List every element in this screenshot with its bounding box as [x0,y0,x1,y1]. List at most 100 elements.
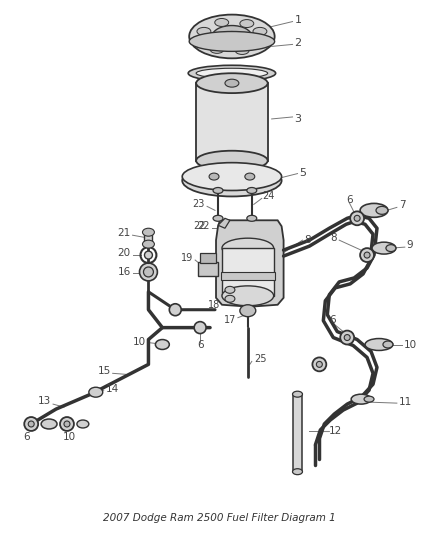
Text: 18: 18 [208,300,220,310]
Ellipse shape [41,419,57,429]
Text: 6: 6 [346,196,353,205]
Ellipse shape [77,420,89,428]
Text: 22: 22 [198,221,210,231]
Circle shape [364,252,370,258]
Text: 23: 23 [193,199,205,209]
Text: 8: 8 [331,233,337,243]
Ellipse shape [212,26,252,47]
Bar [145,232,152,244]
Ellipse shape [140,263,157,281]
Ellipse shape [351,394,371,404]
Circle shape [145,251,152,259]
Circle shape [344,335,350,341]
Text: 3: 3 [294,114,301,124]
Ellipse shape [222,286,274,306]
Ellipse shape [213,215,223,221]
Ellipse shape [235,46,249,54]
Ellipse shape [210,45,224,53]
Circle shape [312,358,326,372]
Circle shape [354,215,360,221]
Ellipse shape [189,14,275,58]
Circle shape [340,330,354,344]
Text: 7: 7 [399,200,406,211]
Ellipse shape [225,79,239,87]
Text: 14: 14 [106,384,119,394]
Text: 2007 Dodge Ram 2500 Fuel Filter Diagram 1: 2007 Dodge Ram 2500 Fuel Filter Diagram … [102,513,336,523]
Text: 20: 20 [117,248,131,258]
Bar [221,272,275,280]
Text: 10: 10 [404,340,417,350]
Ellipse shape [386,245,396,252]
Ellipse shape [247,215,257,221]
Ellipse shape [253,38,267,45]
Text: 5: 5 [300,167,307,177]
Polygon shape [218,219,230,228]
Text: 11: 11 [399,397,412,407]
Ellipse shape [89,387,103,397]
Text: 12: 12 [329,426,343,436]
Ellipse shape [245,173,255,180]
Circle shape [350,212,364,225]
Bar [293,394,303,472]
Polygon shape [216,220,283,307]
Circle shape [64,421,70,427]
Ellipse shape [222,238,274,258]
Ellipse shape [196,73,268,93]
Ellipse shape [293,391,303,397]
Ellipse shape [213,188,223,193]
Text: 24: 24 [263,191,275,201]
Bar [196,83,268,160]
Circle shape [170,304,181,316]
Bar [222,248,274,296]
Text: 2: 2 [294,38,302,49]
Text: 22: 22 [194,221,206,231]
Ellipse shape [240,20,254,28]
Ellipse shape [196,68,268,78]
Ellipse shape [383,341,393,348]
Ellipse shape [360,204,388,217]
Ellipse shape [240,305,256,317]
Text: 10: 10 [132,336,145,346]
Circle shape [60,417,74,431]
Ellipse shape [225,295,235,302]
Ellipse shape [215,19,229,27]
Text: 6: 6 [329,314,336,325]
Ellipse shape [253,27,267,35]
Circle shape [360,248,374,262]
Ellipse shape [182,163,282,190]
Ellipse shape [142,228,155,236]
Circle shape [24,417,38,431]
Ellipse shape [376,206,388,214]
Circle shape [316,361,322,367]
Ellipse shape [182,165,282,197]
Text: 6: 6 [23,432,29,442]
Ellipse shape [155,340,170,350]
Ellipse shape [197,27,211,35]
Ellipse shape [197,38,211,45]
Text: 21: 21 [117,228,131,238]
Text: 15: 15 [97,366,111,376]
Text: 19: 19 [181,253,193,263]
Text: 13: 13 [38,396,51,406]
Ellipse shape [364,396,374,402]
Ellipse shape [142,240,155,248]
Text: 25: 25 [254,354,266,365]
Circle shape [194,321,206,334]
Ellipse shape [209,173,219,180]
Bar [198,262,218,276]
Bar [200,253,216,263]
Ellipse shape [247,188,257,193]
Ellipse shape [222,31,242,42]
Ellipse shape [372,242,396,254]
Text: 8: 8 [304,235,311,245]
Text: 9: 9 [407,240,413,250]
Text: 1: 1 [294,14,301,25]
Text: 16: 16 [117,267,131,277]
Circle shape [28,421,34,427]
Text: 10: 10 [62,432,75,442]
Ellipse shape [196,151,268,171]
Ellipse shape [365,338,393,351]
Text: 17: 17 [223,314,236,325]
Ellipse shape [188,65,276,81]
Ellipse shape [144,267,153,277]
